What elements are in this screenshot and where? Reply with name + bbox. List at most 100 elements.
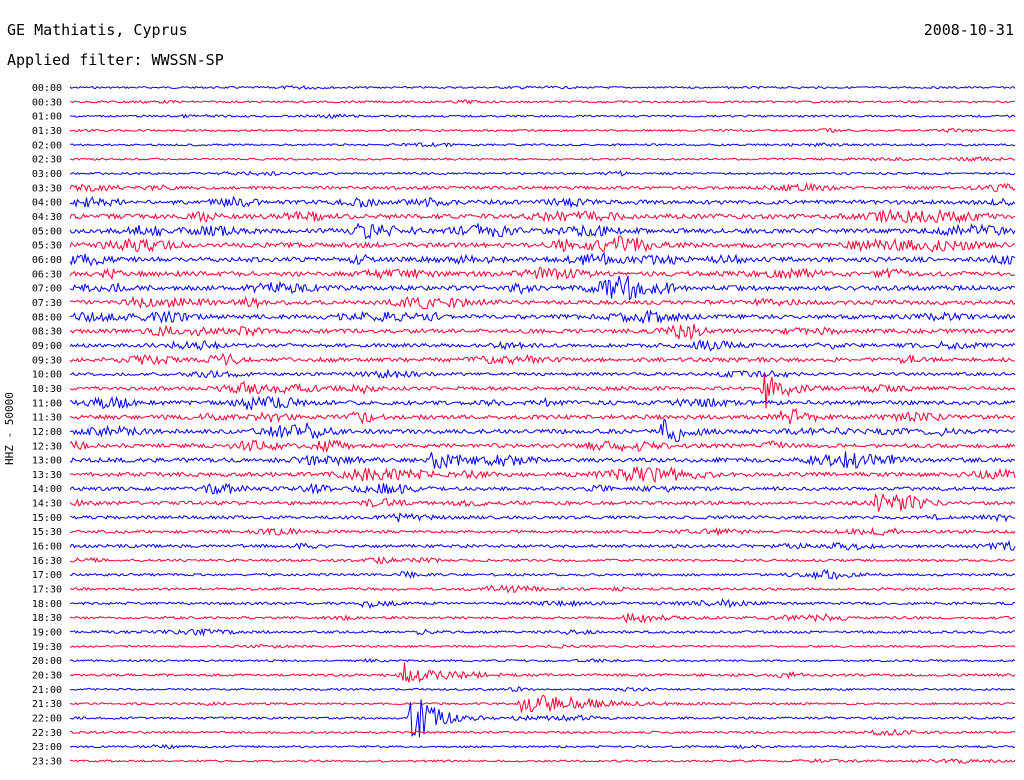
row-label-2030: 20:30 [32,671,62,682]
row-label-0400: 04:00 [32,198,62,209]
trace-row-0200 [69,141,1016,148]
row-label-1000: 10:00 [32,370,62,381]
trace-row-0930 [69,352,1016,367]
trace-row-0900 [69,339,1016,352]
row-label-0330: 03:30 [32,183,62,194]
row-label-0700: 07:00 [32,284,62,295]
row-label-1630: 16:30 [32,556,62,567]
row-label-2200: 22:00 [32,714,62,725]
trace-row-1830 [69,612,1016,624]
station-title: GE Mathiatis, Cyprus [7,21,188,39]
row-label-1430: 14:30 [32,499,62,510]
trace-row-0500 [69,222,1016,240]
trace-row-0530 [69,235,1016,253]
row-label-0030: 00:30 [32,97,62,108]
trace-row-1600 [69,540,1016,551]
trace-row-0830 [69,323,1016,341]
time-labels: 00:00 00:30 01:00 01:30 02:00 02:30 03:00 03:30… [32,83,62,768]
trace-row-1330 [69,465,1016,484]
row-label-0830: 08:30 [32,327,62,338]
row-label-2000: 20:00 [32,656,62,667]
row-label-2130: 21:30 [32,699,62,710]
row-label-2300: 23:00 [32,742,62,753]
row-label-0900: 09:00 [32,341,62,352]
row-label-1700: 17:00 [32,570,62,581]
row-label-0930: 09:30 [32,355,62,366]
row-label-1930: 19:30 [32,642,62,653]
trace-row-2100 [69,686,1016,692]
trace-row-1900 [69,627,1016,637]
row-label-2100: 21:00 [32,685,62,696]
trace-row-1530 [69,526,1016,537]
trace-row-1930 [69,644,1016,649]
row-label-1530: 15:30 [32,527,62,538]
trace-row-2030 [69,662,1016,683]
trace-row-0600 [69,251,1016,267]
trace-row-2130 [69,695,1016,713]
trace-row-0230 [69,156,1016,162]
trace-row-0430 [69,208,1016,224]
row-label-1330: 13:30 [32,470,62,481]
row-label-1830: 18:30 [32,613,62,624]
trace-row-1430 [69,492,1016,512]
trace-row-1130 [69,407,1016,425]
trace-row-0000 [69,85,1016,90]
row-label-0430: 04:30 [32,212,62,223]
trace-row-1030 [69,374,1016,409]
record-date: 2008-10-31 [923,21,1014,39]
row-label-0500: 05:00 [32,226,62,237]
trace-row-0630 [69,267,1016,281]
row-label-0130: 01:30 [32,126,62,137]
row-label-2230: 22:30 [32,728,62,739]
trace-row-0100 [69,113,1016,119]
row-label-1800: 18:00 [32,599,62,610]
row-label-0730: 07:30 [32,298,62,309]
trace-row-1630 [69,555,1016,565]
trace-row-2200 [69,699,1016,738]
trace-row-1800 [69,598,1016,610]
trace-rows [69,85,1016,765]
trace-row-1700 [69,569,1016,581]
row-label-2330: 23:30 [32,757,62,768]
trace-row-1100 [69,395,1016,410]
trace-row-0800 [69,309,1016,325]
trace-row-2230 [69,728,1016,737]
row-label-1500: 15:00 [32,513,62,524]
row-label-0600: 06:00 [32,255,62,266]
trace-row-0730 [69,295,1016,310]
row-label-1730: 17:30 [32,585,62,596]
trace-row-1230 [69,439,1016,453]
trace-row-2000 [69,657,1016,664]
trace-row-0330 [69,182,1016,193]
trace-row-2330 [69,758,1016,765]
row-label-0100: 01:00 [32,112,62,123]
row-label-1400: 14:00 [32,484,62,495]
trace-row-0030 [69,99,1016,105]
row-label-0000: 00:00 [32,83,62,94]
trace-row-0400 [69,195,1016,209]
row-label-1600: 16:00 [32,542,62,553]
trace-row-1000 [69,368,1016,379]
trace-row-0700 [69,275,1016,301]
row-label-0630: 06:30 [32,269,62,280]
row-label-1130: 11:30 [32,413,62,424]
row-label-1900: 19:00 [32,628,62,639]
filter-label: Applied filter: WWSSN-SP [7,51,224,69]
row-label-1230: 12:30 [32,441,62,452]
trace-row-1300 [69,451,1016,469]
trace-row-1200 [69,417,1016,442]
trace-row-1730 [69,584,1016,594]
trace-row-1400 [69,482,1016,496]
row-label-0530: 05:30 [32,241,62,252]
row-label-1300: 13:00 [32,456,62,467]
trace-row-2300 [69,743,1016,750]
row-label-0230: 02:30 [32,155,62,166]
row-label-1100: 11:00 [32,398,62,409]
row-label-0300: 03:00 [32,169,62,180]
row-label-0800: 08:00 [32,312,62,323]
trace-row-1500 [69,512,1016,523]
trace-row-0130 [69,127,1016,134]
row-label-1030: 10:30 [32,384,62,395]
row-label-0200: 02:00 [32,140,62,151]
